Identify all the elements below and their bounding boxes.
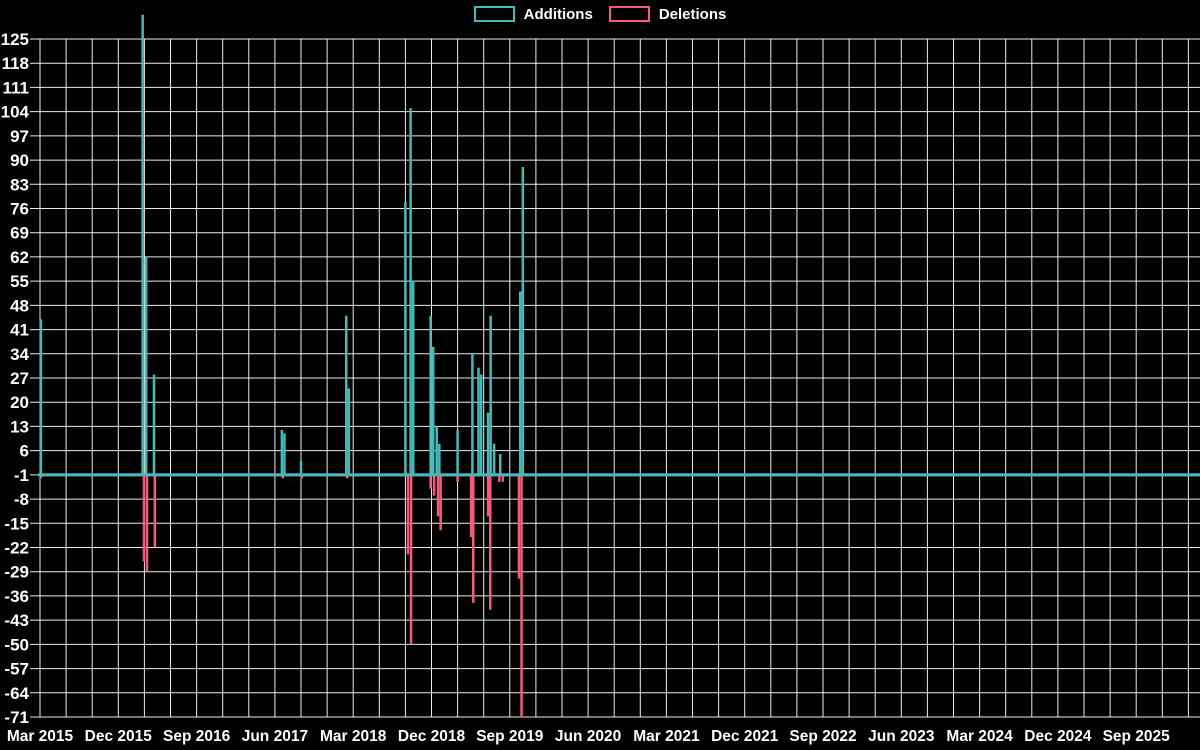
- y-tick-label: -15: [4, 514, 29, 533]
- x-tick-label: Sep 2019: [476, 728, 544, 745]
- x-tick-label: Mar 2015: [7, 728, 74, 745]
- legend-label-deletions: Deletions: [658, 5, 727, 23]
- legend-label-additions: Additions: [523, 5, 593, 23]
- y-tick-label: 6: [20, 442, 29, 461]
- x-axis-labels: Mar 2015 Dec 2015 Sep 2016 Jun 2017 Mar 2018…: [7, 728, 1170, 745]
- y-tick-label: 125: [1, 30, 29, 49]
- x-tick-label: Sep 2025: [1103, 728, 1171, 745]
- x-tick-label: Dec 2024: [1024, 728, 1092, 745]
- y-tick-label: 34: [10, 345, 29, 364]
- y-tick-label: -64: [4, 684, 29, 703]
- y-tick-label: 83: [10, 175, 29, 194]
- x-tick-label: Dec 2021: [711, 728, 779, 745]
- y-tick-label: 76: [10, 200, 29, 219]
- y-tick-label: -29: [4, 563, 29, 582]
- deletions-swatch-icon: [608, 6, 650, 22]
- y-tick-label: 41: [10, 321, 29, 340]
- additions-swatch-icon: [473, 6, 515, 22]
- x-tick-label: Jun 2017: [242, 728, 308, 745]
- y-tick-label: -57: [4, 660, 29, 679]
- x-tick-label: Dec 2018: [398, 728, 466, 745]
- series-additions: [38, 14, 1200, 477]
- y-tick-label: 118: [2, 54, 29, 73]
- x-tick-label: Mar 2024: [946, 728, 1013, 745]
- y-tick-label: 97: [10, 127, 29, 146]
- y-tick-label: 20: [10, 393, 29, 412]
- y-tick-label: -50: [4, 635, 29, 654]
- y-tick-label: -36: [4, 587, 29, 606]
- y-tick-label: -22: [4, 539, 29, 558]
- y-tick-label: 90: [10, 151, 29, 170]
- y-tick-label: 13: [10, 417, 29, 436]
- y-tick-label: 62: [10, 248, 29, 267]
- y-tick-label: 69: [10, 224, 29, 243]
- legend-item-deletions[interactable]: Deletions: [608, 5, 727, 23]
- x-tick-label: Sep 2016: [163, 728, 231, 745]
- y-tick-label: -1: [14, 466, 29, 485]
- y-tick-label: 104: [1, 103, 30, 122]
- x-tick-label: Mar 2018: [320, 728, 387, 745]
- y-tick-label: -71: [4, 708, 29, 727]
- chart-legend: Additions Deletions: [0, 6, 1200, 22]
- y-tick-label: -8: [14, 490, 29, 509]
- y-tick-label: 27: [10, 369, 29, 388]
- y-tick-label: 48: [10, 296, 29, 315]
- y-tick-label: 111: [3, 78, 30, 97]
- x-tick-label: Mar 2021: [633, 728, 700, 745]
- gridlines: [30, 38, 1200, 718]
- y-axis-labels: 125 118 111 104 97 90 83 76 69 62 55 48 41 34 27 20 13 6 -…: [1, 30, 30, 727]
- x-tick-label: Dec 2015: [85, 728, 153, 745]
- y-tick-label: -43: [4, 611, 29, 630]
- y-tick-label: 55: [10, 272, 29, 291]
- x-tick-label: Jun 2020: [555, 728, 621, 745]
- x-tick-label: Jun 2023: [868, 728, 935, 745]
- legend-item-additions[interactable]: Additions: [473, 5, 593, 23]
- x-tick-label: Sep 2022: [789, 728, 856, 745]
